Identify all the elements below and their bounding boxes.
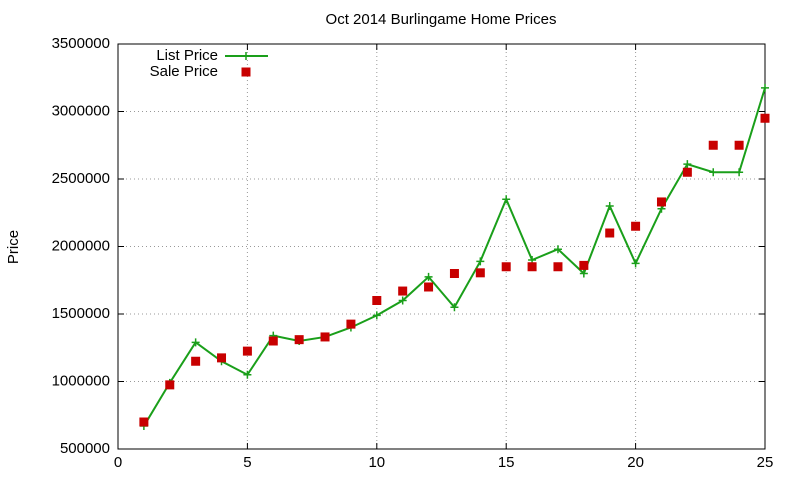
point — [398, 296, 407, 305]
x-tick-label: 10 — [368, 454, 385, 471]
point — [683, 160, 692, 169]
point — [527, 262, 537, 272]
point — [760, 113, 770, 123]
y-axis-label: Price — [5, 230, 22, 264]
point — [268, 336, 278, 346]
point — [708, 140, 718, 150]
point — [346, 319, 356, 329]
point — [682, 167, 692, 177]
point — [761, 83, 769, 92]
y-tick-label: 2000000 — [52, 237, 110, 254]
point — [320, 332, 330, 342]
legend-swatch — [242, 52, 250, 60]
point — [501, 262, 511, 272]
y-tick-label: 1500000 — [52, 305, 110, 322]
point — [243, 370, 252, 379]
point — [631, 259, 640, 268]
point — [709, 168, 718, 177]
point — [139, 417, 149, 427]
x-tick-label: 15 — [498, 454, 515, 471]
point — [191, 356, 201, 366]
point — [449, 269, 459, 278]
x-tick-label: 20 — [627, 454, 644, 471]
legend-label: List Price — [156, 47, 218, 64]
point — [191, 338, 200, 347]
point — [372, 311, 381, 320]
point — [631, 221, 641, 231]
point — [579, 269, 588, 278]
chart-title: Oct 2014 Burlingame Home Prices — [326, 11, 557, 28]
point — [579, 260, 589, 270]
x-tick-label: 5 — [243, 454, 251, 471]
point — [217, 353, 227, 363]
y-tick-label: 3500000 — [52, 35, 110, 52]
point — [398, 286, 408, 296]
point — [294, 335, 304, 345]
point — [165, 380, 175, 390]
plot-border — [117, 43, 766, 450]
point — [656, 197, 666, 207]
x-tick-label: 0 — [114, 454, 122, 471]
point — [475, 268, 485, 278]
y-tick-label: 3000000 — [52, 102, 110, 119]
point — [553, 245, 562, 254]
point — [476, 257, 485, 266]
legend-label: Sale Price — [150, 63, 218, 80]
x-tick-label: 25 — [757, 454, 774, 471]
y-tick-label: 1000000 — [52, 372, 110, 389]
point — [372, 296, 382, 305]
point — [450, 303, 459, 312]
point — [605, 202, 614, 210]
point — [502, 195, 511, 204]
point — [605, 228, 615, 238]
point — [424, 272, 433, 281]
point — [553, 262, 563, 272]
legend-swatch — [241, 67, 251, 77]
y-tick-label: 500000 — [60, 440, 110, 457]
point — [242, 346, 252, 356]
point — [424, 282, 434, 292]
series-line — [143, 87, 766, 427]
y-tick-label: 2500000 — [52, 170, 110, 187]
point — [735, 168, 744, 177]
point — [734, 140, 744, 150]
